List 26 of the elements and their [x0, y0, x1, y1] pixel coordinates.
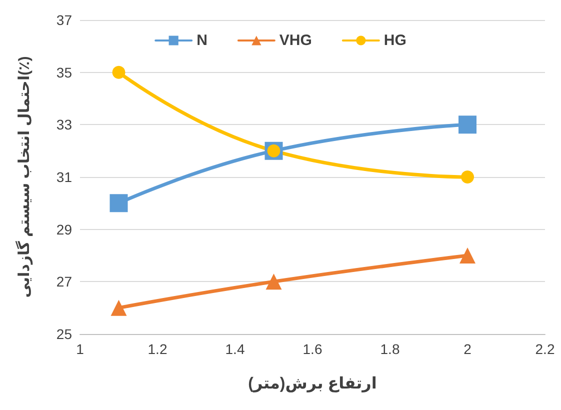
- x-tick-label: 2: [464, 341, 472, 357]
- y-tick-label: 27: [56, 274, 72, 290]
- y-tick-label: 25: [56, 326, 72, 342]
- point: [461, 170, 474, 184]
- point: [110, 300, 127, 316]
- legend-label: HG: [384, 32, 406, 49]
- x-tick-label: 1.2: [148, 341, 168, 357]
- point: [266, 274, 282, 290]
- x-tick-label: 1.8: [380, 341, 400, 357]
- point: [110, 194, 128, 212]
- x-tick-label: 1.4: [225, 341, 245, 357]
- legend-label: N: [196, 32, 208, 49]
- y-tick-label: 33: [56, 116, 72, 133]
- y-tick-label: 35: [56, 64, 72, 80]
- point: [458, 116, 476, 134]
- y-tick-label: 29: [56, 221, 72, 238]
- x-tick-label: 1: [76, 341, 84, 357]
- x-axis-title: ارتفاع برش(متر): [248, 376, 377, 392]
- point: [112, 66, 126, 79]
- point: [460, 248, 476, 264]
- x-tick-label: 1.6: [302, 341, 322, 357]
- legend-label: VHG: [279, 32, 312, 49]
- y-tick-label: 31: [56, 169, 72, 185]
- y-axis-title: احتمال انتخاب سیستم گازدایی(٪): [15, 56, 33, 298]
- y-tick-label: 37: [56, 12, 72, 28]
- x-tick-label: 2.2: [535, 341, 555, 357]
